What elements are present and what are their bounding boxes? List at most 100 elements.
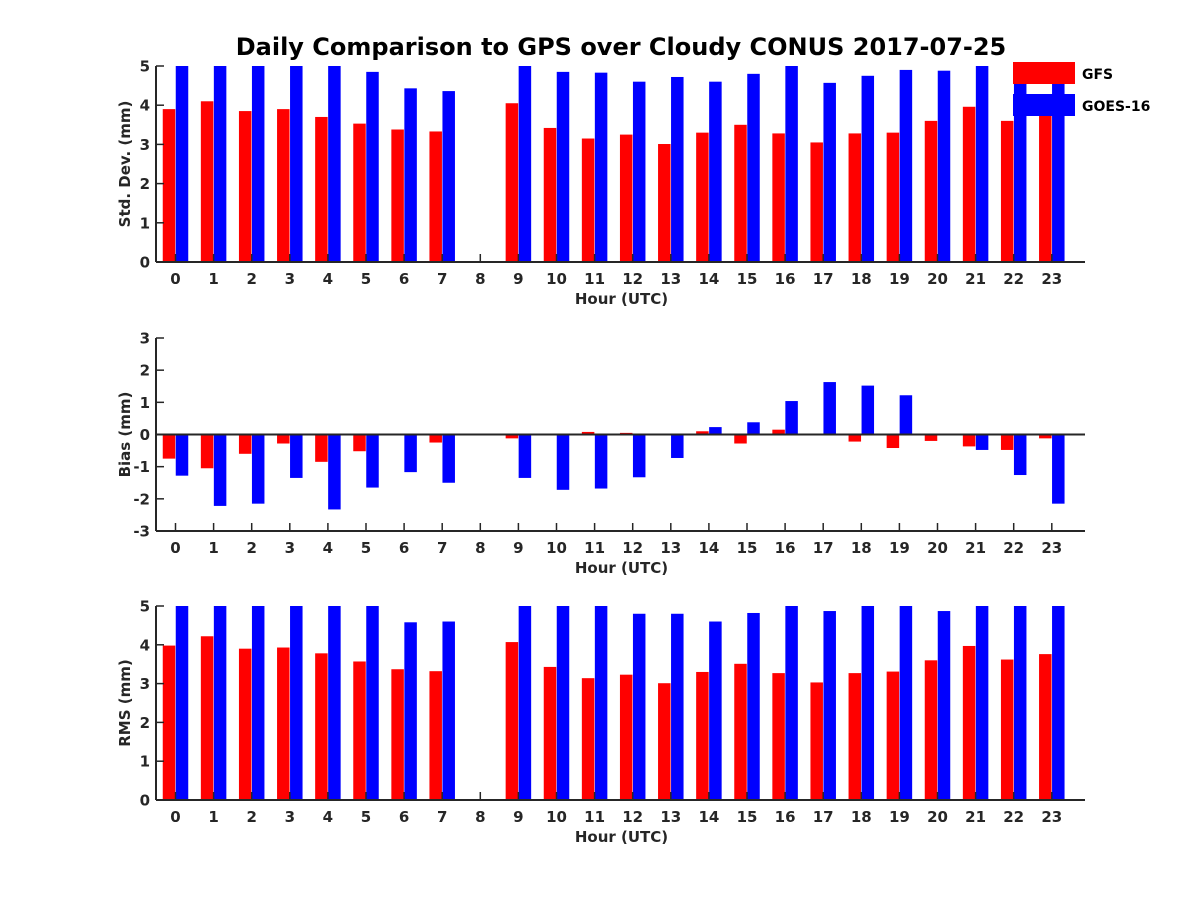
x-tick-label: 5 <box>361 270 371 288</box>
bar-gfs-hour-9 <box>505 434 519 439</box>
x-tick-label: 1 <box>208 808 218 826</box>
x-tick-label: 3 <box>285 808 295 826</box>
bar-goes-16-hour-17 <box>823 382 836 435</box>
bar-gfs-hour-18 <box>848 673 862 800</box>
bar-goes-16-hour-13 <box>671 76 684 262</box>
bar-goes-16-hour-5 <box>366 71 379 262</box>
bar-goes-16-hour-15 <box>747 422 760 435</box>
bar-gfs-hour-17 <box>810 142 823 262</box>
bar-goes-16-hour-6 <box>404 434 417 473</box>
x-tick-label: 7 <box>437 270 447 288</box>
y-tick-label: -1 <box>133 458 150 476</box>
bar-goes-16-hour-5 <box>366 606 379 800</box>
bar-gfs-hour-11 <box>581 678 595 800</box>
x-tick-label: 17 <box>813 270 834 288</box>
bar-goes-16-hour-22 <box>1013 434 1027 476</box>
y-tick-label: 3 <box>140 675 150 693</box>
bar-goes-16-hour-18 <box>861 75 875 262</box>
x-tick-label: 11 <box>584 808 605 826</box>
y-tick-label: 5 <box>140 58 150 76</box>
bar-goes-16-hour-18 <box>861 385 875 435</box>
x-tick-label: 22 <box>1003 808 1024 826</box>
bar-gfs-hour-6 <box>391 669 404 800</box>
y-tick-label: 2 <box>140 362 150 380</box>
bar-goes-16-hour-19 <box>899 395 913 435</box>
bar-gfs-hour-9 <box>505 103 519 263</box>
x-tick-label: 10 <box>546 539 567 557</box>
bar-goes-16-hour-15 <box>747 612 760 800</box>
x-tick-label: 14 <box>698 539 719 557</box>
legend: GFS GOES-16 <box>1013 62 1150 116</box>
bar-goes-16-hour-20 <box>937 70 951 262</box>
bar-goes-16-hour-5 <box>366 434 379 488</box>
bar-gfs-hour-23 <box>1039 115 1052 262</box>
bar-goes-16-hour-18 <box>861 606 875 800</box>
x-tick-label: 17 <box>813 539 834 557</box>
bar-gfs-hour-13 <box>658 144 671 262</box>
bar-gfs-hour-4 <box>315 116 328 263</box>
bar-gfs-hour-14 <box>696 431 709 435</box>
x-tick-label: 1 <box>208 539 218 557</box>
x-tick-label: 13 <box>660 808 681 826</box>
bar-goes-16-hour-4 <box>328 434 341 510</box>
bar-gfs-hour-5 <box>353 434 366 452</box>
bar-goes-16-hour-1 <box>213 606 227 800</box>
bar-goes-16-hour-16 <box>785 606 798 800</box>
x-tick-label: 2 <box>246 808 256 826</box>
bar-goes-16-hour-12 <box>632 81 646 263</box>
bar-goes-16-hour-9 <box>518 606 532 800</box>
x-tick-label: 13 <box>660 270 681 288</box>
bar-goes-16-hour-14 <box>709 427 722 435</box>
bar-goes-16-hour-10 <box>556 434 570 490</box>
legend-label-gfs: GFS <box>1082 67 1113 83</box>
bar-gfs-hour-12 <box>619 674 633 800</box>
x-tick-label: 15 <box>737 539 758 557</box>
x-axis-label: Hour (UTC) <box>575 290 668 308</box>
x-tick-label: 11 <box>584 539 605 557</box>
y-tick-label: 1 <box>140 753 150 771</box>
bar-gfs-hour-0 <box>162 645 176 800</box>
x-tick-label: 4 <box>323 270 333 288</box>
x-tick-label: 8 <box>475 808 485 826</box>
bar-goes-16-hour-2 <box>251 66 265 262</box>
bar-goes-16-hour-22 <box>1013 71 1027 262</box>
bar-gfs-hour-0 <box>162 434 176 459</box>
bar-goes-16-hour-2 <box>251 606 265 800</box>
x-tick-label: 18 <box>851 270 872 288</box>
x-tick-label: 21 <box>965 539 986 557</box>
x-tick-label: 22 <box>1003 539 1024 557</box>
x-tick-label: 11 <box>584 270 605 288</box>
bar-goes-16-hour-7 <box>442 434 455 483</box>
bar-goes-16-hour-12 <box>632 613 646 800</box>
bar-gfs-hour-22 <box>1000 120 1014 262</box>
x-tick-label: 14 <box>698 808 719 826</box>
x-tick-label: 4 <box>323 539 333 557</box>
bar-goes-16-hour-23 <box>1052 434 1065 504</box>
bar-gfs-hour-19 <box>886 132 900 262</box>
bar-goes-16-hour-0 <box>175 66 189 262</box>
x-tick-label: 10 <box>546 808 567 826</box>
bar-gfs-hour-16 <box>772 429 785 435</box>
bar-goes-16-hour-22 <box>1013 606 1027 800</box>
bar-goes-16-hour-23 <box>1052 606 1065 800</box>
bar-gfs-hour-23 <box>1039 654 1052 800</box>
x-axis-label: Hour (UTC) <box>575 828 668 846</box>
bar-goes-16-hour-10 <box>556 71 570 262</box>
bar-goes-16-hour-4 <box>328 606 341 800</box>
bar-gfs-hour-22 <box>1000 659 1014 800</box>
bar-gfs-hour-1 <box>200 434 214 469</box>
x-tick-label: 0 <box>170 539 180 557</box>
bar-gfs-hour-5 <box>353 123 366 263</box>
bar-gfs-hour-2 <box>238 111 252 262</box>
x-tick-label: 20 <box>927 539 948 557</box>
x-tick-label: 15 <box>737 808 758 826</box>
y-tick-label: 4 <box>140 97 150 115</box>
y-tick-label: -2 <box>133 490 150 508</box>
bar-goes-16-hour-13 <box>671 434 684 458</box>
bar-gfs-hour-13 <box>658 683 671 800</box>
x-tick-label: 7 <box>437 539 447 557</box>
y-tick-label: 1 <box>140 214 150 232</box>
bar-goes-16-hour-1 <box>213 434 227 506</box>
x-tick-label: 16 <box>775 270 796 288</box>
